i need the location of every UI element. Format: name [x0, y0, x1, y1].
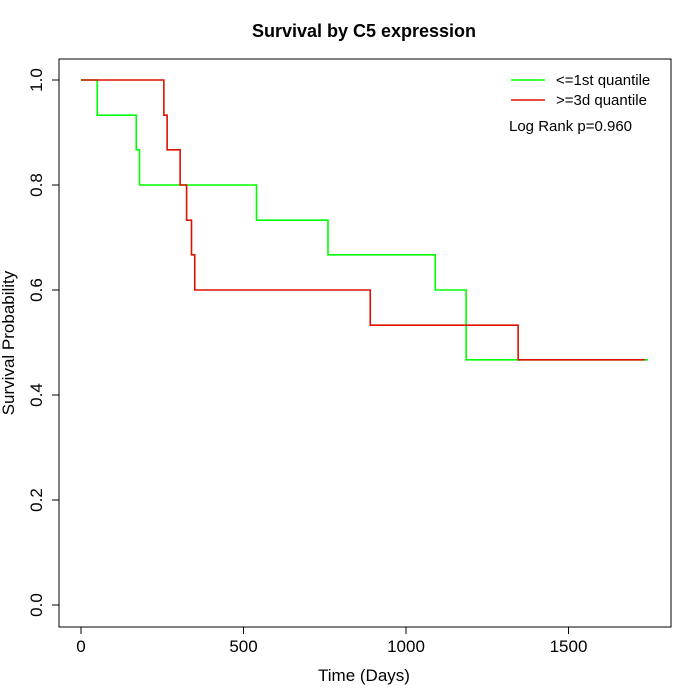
y-tick-label: 0.6: [27, 278, 46, 302]
series-layer: [81, 79, 649, 361]
x-tick-label: 1500: [550, 637, 588, 656]
series-line-1: [81, 79, 649, 361]
y-tick-label: 0.0: [27, 593, 46, 617]
plot-frame: [58, 58, 672, 628]
x-tick-label: 1000: [387, 637, 425, 656]
x-tick-label: 500: [229, 637, 257, 656]
y-tick-label: 0.2: [27, 488, 46, 512]
legend: <=1st quantile >=3d quantile: [511, 72, 650, 109]
series-line-2: [81, 79, 645, 361]
y-tick-label: 0.4: [27, 383, 46, 407]
y-axis: 0.0 0.2 0.4 0.6 0.8 1.0: [27, 68, 60, 617]
y-axis-label: Survival Probability: [0, 270, 18, 415]
chart-title: Survival by C5 expression: [252, 21, 476, 41]
legend-label-1: <=1st quantile: [556, 72, 650, 89]
x-tick-label: 0: [76, 637, 85, 656]
x-axis-label: Time (Days): [318, 666, 410, 685]
log-rank-annotation: Log Rank p=0.960: [509, 118, 632, 135]
y-tick-label: 1.0: [27, 68, 46, 92]
x-axis: 0 500 1000 1500: [76, 626, 588, 656]
legend-label-2: >=3d quantile: [556, 92, 647, 109]
y-tick-label: 0.8: [27, 173, 46, 197]
